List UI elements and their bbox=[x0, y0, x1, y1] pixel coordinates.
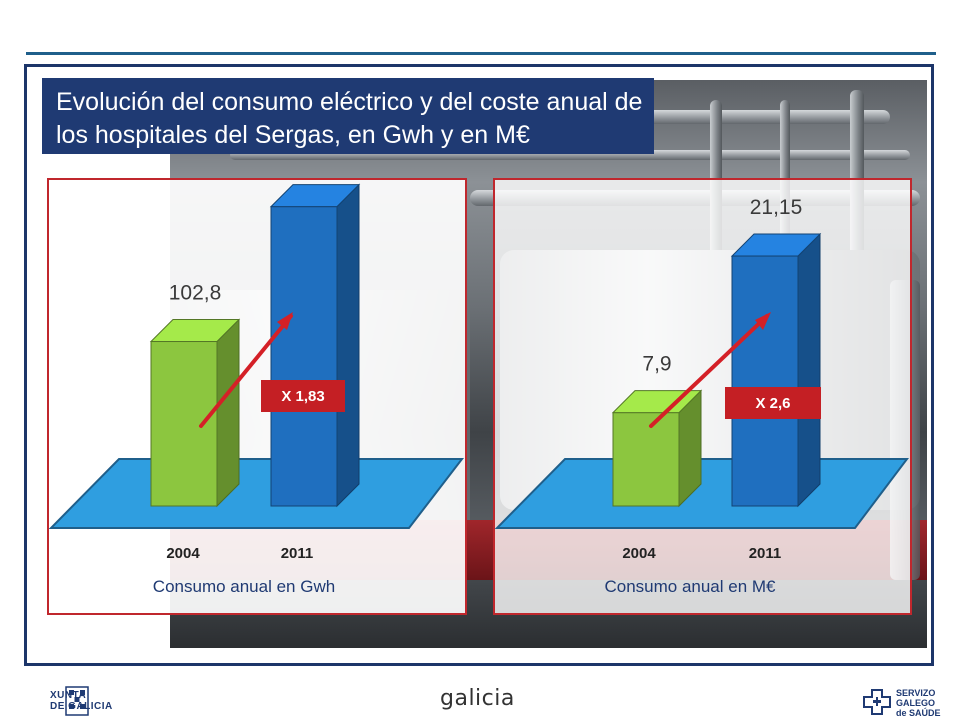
chart-floor bbox=[49, 458, 465, 529]
sergas-cross-icon bbox=[863, 689, 891, 715]
bar-top-2011 bbox=[730, 233, 822, 257]
bar-side-2011 bbox=[336, 183, 360, 508]
growth-arrow bbox=[199, 314, 293, 428]
bar-top-2011 bbox=[269, 184, 361, 208]
tick-label-2011: 2011 bbox=[749, 545, 782, 562]
tick-label-2004: 2004 bbox=[166, 545, 200, 562]
chart-panel-gwh: 102,8187,1 X 1,83 2004 2011 Consumo anua… bbox=[47, 178, 467, 615]
chart-panel-meur: 7,9 21,15 X 2,6 2004 2011 Consumo anual e… bbox=[493, 178, 912, 615]
bar-side-2011 bbox=[797, 232, 821, 508]
sergas-logo-text: SERVIZO GALEGO de SAÚDE bbox=[896, 688, 941, 718]
bar-2011 bbox=[731, 255, 799, 507]
page-title: Evolución del consumo eléctrico y del co… bbox=[56, 88, 643, 149]
data-label-2011: 21,15 bbox=[750, 196, 803, 219]
top-rule bbox=[26, 52, 936, 55]
chart-meur: 7,9 21,15 X 2,6 2004 2011 Consumo anual e… bbox=[495, 196, 910, 596]
multiplier-label: X 1,83 bbox=[281, 388, 324, 405]
bar-2011 bbox=[270, 206, 338, 507]
growth-arrow-head bbox=[277, 312, 293, 330]
bar-2004 bbox=[612, 412, 680, 507]
chart-gwh: 102,8187,1 X 1,83 2004 2011 Consumo anua… bbox=[49, 183, 465, 596]
data-label-2004: 7,9 bbox=[642, 353, 671, 376]
chart-floor bbox=[495, 458, 910, 529]
sergas-line2: GALEGO bbox=[896, 698, 936, 708]
chart-caption: Consumo anual en M€ bbox=[604, 577, 776, 596]
galicia-logo: galicia bbox=[440, 686, 515, 711]
xunta-crest-icon bbox=[65, 686, 89, 716]
bar-top-2004 bbox=[611, 390, 703, 414]
chart-caption: Consumo anual en Gwh bbox=[153, 577, 335, 596]
data-label-2004: 102,8 bbox=[169, 282, 222, 305]
growth-arrow bbox=[649, 314, 769, 428]
bar-side-2004 bbox=[216, 318, 240, 508]
tick-label-2011: 2011 bbox=[281, 545, 314, 562]
xunta-line1: XUNTA bbox=[50, 690, 87, 701]
growth-arrow-head bbox=[755, 312, 771, 330]
bar-2004 bbox=[150, 341, 218, 507]
multiplier-badge bbox=[725, 387, 821, 419]
sergas-line3: de SAÚDE bbox=[896, 708, 941, 718]
multiplier-label: X 2,6 bbox=[755, 395, 790, 412]
multiplier-badge bbox=[261, 380, 345, 412]
tick-label-2004: 2004 bbox=[622, 545, 656, 562]
sergas-line1: SERVIZO bbox=[896, 688, 936, 698]
xunta-line2: DE GALICIA bbox=[50, 701, 113, 712]
title-box bbox=[42, 78, 654, 154]
xunta-logo-text: XUNTA DE GALICIA bbox=[50, 690, 113, 712]
bar-top-2004 bbox=[149, 319, 241, 343]
